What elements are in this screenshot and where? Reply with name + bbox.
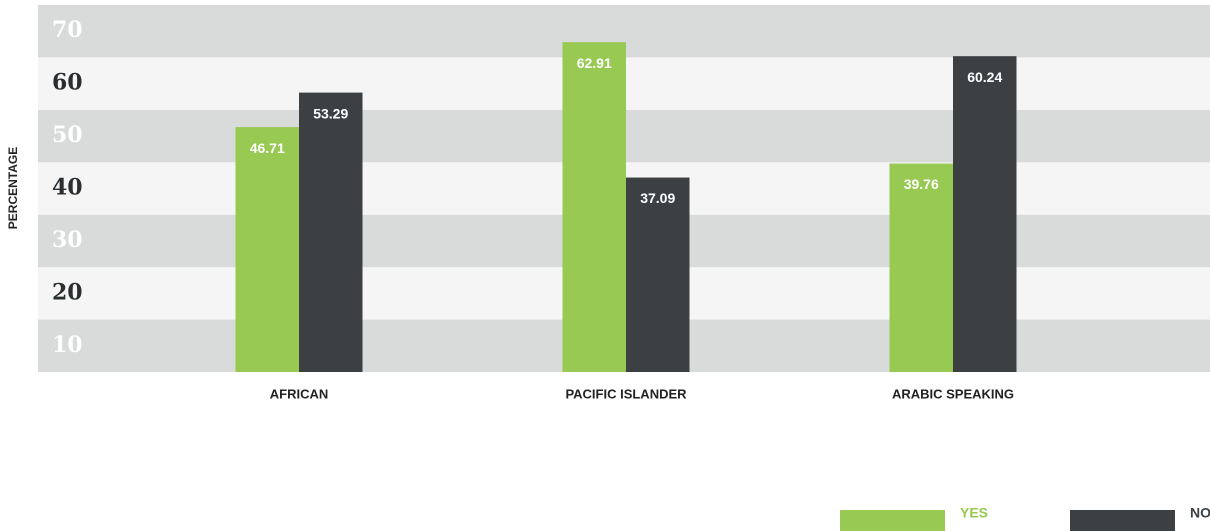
value-label: 53.29: [313, 105, 348, 121]
x-tick-label: ARABIC SPEAKING: [892, 386, 1014, 401]
y-tick-label: 50: [52, 122, 83, 148]
y-tick-label: 40: [52, 175, 83, 201]
y-tick-label: 20: [52, 279, 83, 305]
bar: [235, 127, 299, 372]
legend-swatch: [840, 510, 945, 531]
legend-label: NO: [1190, 505, 1210, 521]
y-tick-label: 60: [52, 70, 83, 96]
bar: [626, 177, 690, 372]
x-tick-label: PACIFIC ISLANDER: [565, 386, 687, 401]
legend-label: YES: [960, 505, 988, 521]
y-tick-label: 30: [52, 227, 83, 253]
value-label: 62.91: [577, 55, 612, 71]
x-tick-label: AFRICAN: [270, 386, 329, 401]
bar: [562, 42, 626, 373]
y-axis-label: PERCENTAGE: [6, 147, 20, 229]
y-tick-label: 10: [52, 332, 83, 358]
value-label: 39.76: [904, 176, 939, 192]
value-label: 46.71: [250, 140, 285, 156]
value-label: 60.24: [967, 69, 1002, 85]
bar: [889, 163, 953, 372]
legend-swatch: [1070, 510, 1175, 531]
value-label: 37.09: [640, 190, 675, 206]
bar: [953, 56, 1017, 372]
y-tick-label: 70: [52, 17, 83, 43]
bar: [299, 92, 363, 372]
